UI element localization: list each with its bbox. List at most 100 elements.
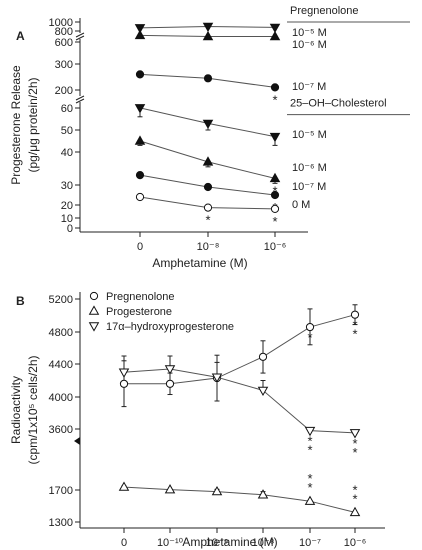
panel-b-legend-entry: 17α–hydroxyprogesterone [106,321,234,333]
panel-a-data-point [270,204,280,213]
panel-a-y-tick-label: 10 [61,213,73,225]
panel-b-data-point [304,495,316,505]
panel-b-significance-mark: * [307,471,312,486]
panel-b-data-point [258,352,268,361]
panel-a-y-tick-label: 0 [67,223,73,235]
panel-a-series-label: 10⁻⁵ M [292,27,327,39]
panel-b-series-line [123,486,356,513]
panel-b-x-tick-label: 10⁻¹⁰ [157,537,184,549]
panel-a-data-point [202,156,214,166]
panel-b-y-axis-title: Radioactivity [9,376,23,444]
panel-b-significance-mark: * [352,318,357,333]
panel-a-data-point [202,22,214,33]
panel-a-axis-break-lower-a [75,95,85,101]
panel-b-y-tick-label: 4800 [49,327,73,339]
panel-b-data-point [211,373,223,383]
panel-b-legend-marker [88,305,100,315]
panel-b-data-point [118,481,130,491]
panel-b-data-point [349,429,361,439]
panel-a-axis-break-upper-b [75,35,85,41]
panel-a-data-point [269,172,281,183]
panel-a-data-point [269,30,281,41]
panel-a-data-point [270,190,280,200]
panel-a-y-tick-label: 50 [61,125,73,137]
panel-a-axis-break-upper-gap [76,33,84,39]
panel-a-y-tick-label: 800 [55,26,73,38]
panel-a-data-point [135,171,145,180]
panel-a-data-point [269,132,281,143]
panel-b-significance-mark: * [307,434,312,449]
panel-b-x-tick-label: 10⁻⁶ [344,537,367,549]
panel-b-data-point [118,368,130,378]
panel-b-x-axis-title: Amphetamine (M) [182,535,277,549]
panel-a-data-point [269,23,281,34]
panel-a-data-point [135,70,145,79]
panel-b-data-point [349,506,361,517]
panel-a-axis-break-lower-b [75,98,85,104]
panel-a-group-header: Pregnenolone [290,5,359,17]
panel-a-y-tick-label: 40 [61,147,73,159]
panel-b-data-point [350,310,360,319]
panel-a-data-point [134,104,146,114]
panel-b-x-tick-label: 10⁻⁷ [299,537,321,549]
panel-a-data-point [135,192,145,202]
panel-b-data-point [257,386,269,397]
panel-a-significance-mark: * [272,92,277,107]
panel-a-series-label: 10⁻⁶ M [292,162,327,174]
panel-b-significance-mark: * [352,445,357,460]
panel-a-y-tick-label: 300 [55,59,73,71]
panel-a-axis-break-upper-a [75,32,85,38]
panel-b-legend-marker [88,322,100,332]
panel-a-data-point [134,29,146,40]
panel-b-significance-mark: * [307,330,312,345]
panel-a-x-axis-title: Amphetamine (M) [152,256,247,270]
panel-b-series-line [124,314,356,385]
panel-a-x-tick-label: 10⁻⁸ [197,241,220,253]
panel-a-series-label: 10⁻⁷ M [292,81,326,93]
panel-b-y-tick-label: 1300 [49,517,73,529]
panel-a-significance-mark: * [272,183,277,198]
panel-a-x-tick-label: 10⁻⁶ [264,241,287,253]
panel-a-series-label: 0 M [292,199,310,211]
panel-a-axis-break-lower-gap [76,96,84,102]
panel-a-data-point [203,74,213,83]
panel-a-y-tick-label: 20 [61,200,73,212]
panel-a-data-point [202,30,214,41]
panel-b-y-tick-label: 5200 [49,294,73,306]
panel-b-y-tick-label: 3600 [49,424,73,436]
panel-b-data-point [119,379,129,388]
panel-a-y-tick-label: 600 [55,37,73,49]
panel-b-significance-mark: * [352,482,357,497]
panel-a-data-point [270,83,280,92]
panel-b-data-point [304,426,316,437]
panel-b-x-tick-label: 10⁻⁸ [252,537,275,549]
panel-a-significance-mark: * [205,213,210,228]
panel-a-data-point [203,203,213,212]
panel-b-data-point [165,379,175,388]
panel-b-y-tick-label: 4000 [49,392,73,404]
panel-a-y-tick-label: 1000 [49,17,73,29]
panel-a-y-axis-title: Progesterone Release [9,65,23,185]
panel-b-significance-mark: * [352,436,357,451]
panel-b-series-line [123,368,356,434]
panel-b-significance-mark: * [352,491,357,506]
panel-b-axis-break-marker [74,437,80,445]
panel-a-series-label: 10⁻⁷ M [292,181,326,193]
panel-b-y-tick-label: 1700 [49,485,73,497]
panel-a-data-point [134,135,146,145]
panel-b-x-tick-label: 10⁻⁹ [206,537,229,549]
panel-b-data-point [164,365,176,375]
panel-b-significance-mark: * [352,327,357,342]
panel-a-y-tick-label: 30 [61,180,73,192]
panel-b-significance-mark: * [307,480,312,495]
panel-a-y-tick-label: 60 [61,103,73,115]
panel-a-label: A [16,29,25,43]
panel-b-data-point [257,489,269,499]
panel-b-data-point [305,322,315,332]
panel-a-data-point [203,182,213,192]
panel-a-x-tick-label: 0 [137,241,143,253]
panel-a-series-label: 10⁻⁶ M [292,39,327,51]
panel-a-data-point [202,119,214,130]
panel-a-data-point [134,24,146,34]
